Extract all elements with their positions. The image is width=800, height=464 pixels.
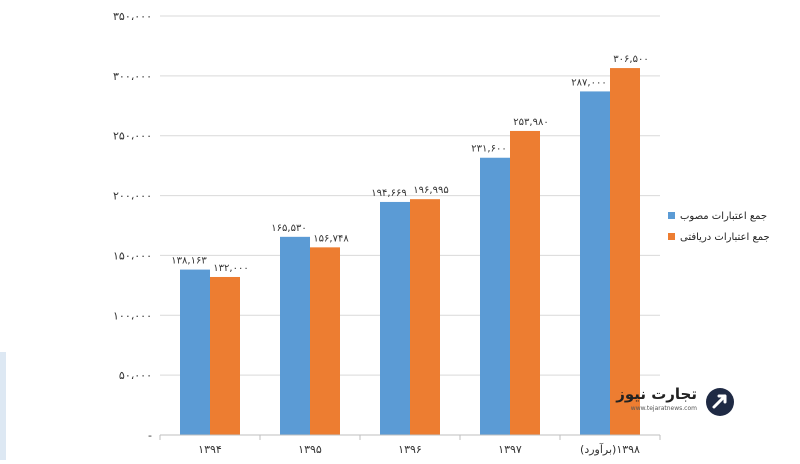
legend-swatch [668, 212, 675, 219]
y-tick-label: ۱۰۰،۰۰۰ [113, 309, 152, 322]
data-labels: ۱۳۸,۱۶۳ ۱۳۲,۰۰۰ ۱۶۵,۵۳۰ ۱۵۶,۷۴۸ ۱۹۴,۶۶۹ ۱۹۶,۹… [171, 54, 648, 274]
x-category-label: ۱۳۹۶ [398, 443, 422, 456]
bar [410, 199, 440, 435]
bar [510, 130, 540, 436]
bar [480, 157, 510, 436]
y-tick-label: ۲۵۰،۰۰۰ [113, 130, 152, 143]
y-tick-label: ۳۰۰،۰۰۰ [113, 70, 152, 83]
data-label: ۱۹۶,۹۹۵ [413, 185, 448, 196]
data-label: ۱۶۵,۵۳۰ [271, 223, 306, 234]
x-category-label: (برآورد)۱۳۹۸ [580, 442, 640, 456]
x-category-label: ۱۳۹۴ [198, 443, 222, 456]
legend-label: جمع اعتبارات دریافتی [680, 232, 770, 243]
data-label: ۲۳۱,۶۰۰ [471, 144, 506, 155]
data-label: ۲۸۷,۰۰۰ [571, 77, 606, 88]
x-axis [159, 434, 661, 440]
data-label: ۱۹۴,۶۶۹ [371, 188, 406, 199]
data-label: ۱۳۲,۰۰۰ [213, 263, 248, 274]
y-tick-label: ۱۵۰،۰۰۰ [113, 249, 152, 262]
x-category-label: ۱۳۹۵ [298, 443, 322, 456]
bar [580, 91, 610, 436]
bar [380, 201, 410, 435]
bar [610, 68, 640, 435]
bar [310, 247, 340, 435]
data-label: ۳۰۶,۵۰۰ [613, 54, 648, 65]
legend: جمع اعتبارات مصوب جمع اعتبارات دریافتی [668, 211, 770, 243]
y-tick-label: ۲۰۰،۰۰۰ [113, 190, 152, 203]
y-tick-label: ۳۵۰،۰۰۰ [113, 10, 152, 23]
watermark-url: www.tejaratnews.com [630, 405, 697, 412]
y-tick-label: - [148, 429, 152, 442]
bar [180, 269, 210, 435]
x-category-label: ۱۳۹۷ [498, 443, 522, 456]
watermark-brand: تجارت نیوز [616, 385, 697, 403]
watermark: تجارت نیوز www.tejaratnews.com [616, 385, 735, 421]
x-axis-categories: ۱۳۹۴ ۱۳۹۵ ۱۳۹۶ ۱۳۹۷ (برآورد)۱۳۹۸ [198, 442, 640, 456]
legend-label: جمع اعتبارات مصوب [680, 211, 767, 222]
bar [210, 276, 240, 435]
bars [180, 68, 640, 436]
legend-swatch [668, 233, 675, 240]
y-tick-label: ۵۰،۰۰۰ [119, 369, 152, 382]
data-label: ۱۳۸,۱۶۳ [171, 256, 207, 267]
edge-strip [0, 352, 6, 460]
data-label: ۲۵۳,۹۸۰ [513, 117, 548, 128]
tejaratnews-logo-icon [706, 388, 734, 416]
bar [280, 236, 310, 435]
data-label: ۱۵۶,۷۴۸ [313, 233, 349, 244]
y-axis-ticks: - ۵۰،۰۰۰ ۱۰۰،۰۰۰ ۱۵۰،۰۰۰ ۲۰۰،۰۰۰ ۲۵۰،۰۰۰ ۳۰۰،۰… [113, 10, 152, 442]
